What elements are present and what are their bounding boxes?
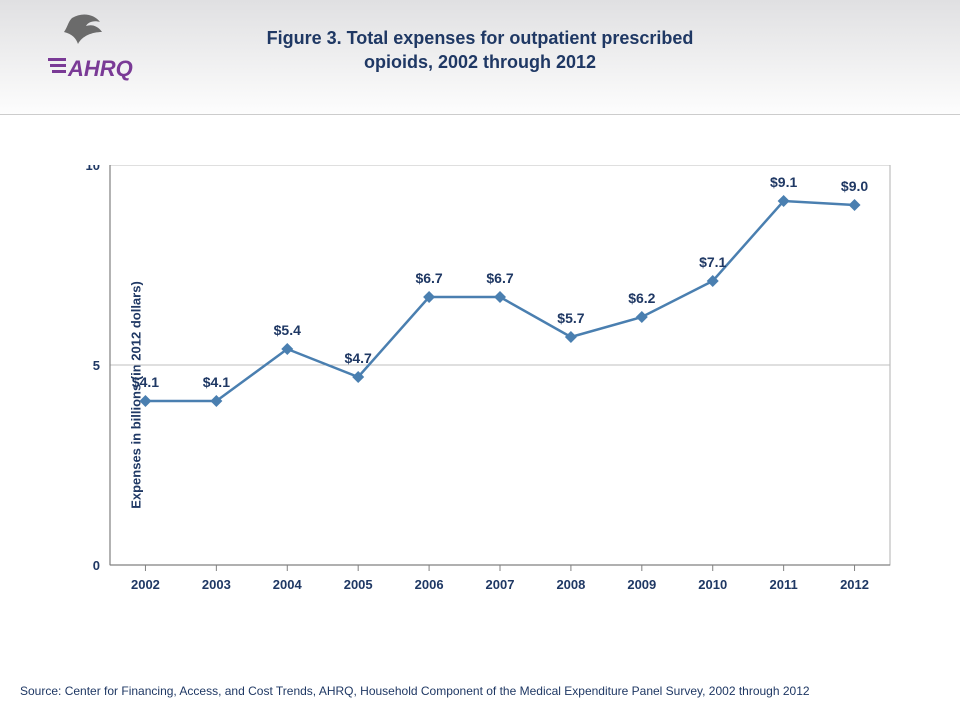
svg-text:$4.1: $4.1 xyxy=(132,374,159,390)
svg-text:$6.7: $6.7 xyxy=(486,270,513,286)
svg-text:$4.1: $4.1 xyxy=(203,374,230,390)
svg-text:$9.1: $9.1 xyxy=(770,174,797,190)
svg-text:$9.0: $9.0 xyxy=(841,178,868,194)
svg-text:2007: 2007 xyxy=(486,577,515,592)
svg-text:10: 10 xyxy=(86,165,100,173)
svg-text:2004: 2004 xyxy=(273,577,303,592)
svg-text:2008: 2008 xyxy=(556,577,585,592)
chart-container: Expenses in billions (in 2012 dollars) 0… xyxy=(60,165,900,625)
svg-text:2006: 2006 xyxy=(415,577,444,592)
svg-text:2005: 2005 xyxy=(344,577,373,592)
svg-text:0: 0 xyxy=(93,558,100,573)
svg-text:2011: 2011 xyxy=(770,577,798,592)
svg-text:5: 5 xyxy=(93,358,100,373)
svg-text:$5.4: $5.4 xyxy=(274,322,301,338)
svg-text:$6.7: $6.7 xyxy=(415,270,442,286)
title-line-2: opioids, 2002 through 2012 xyxy=(364,52,596,72)
svg-text:$6.2: $6.2 xyxy=(628,290,655,306)
line-chart: 0 5 10 2002 2003 2004 2005 2006 2007 2008 2009 2010… xyxy=(60,165,900,625)
svg-text:2009: 2009 xyxy=(627,577,656,592)
figure-title: Figure 3. Total expenses for outpatient … xyxy=(0,26,960,75)
svg-text:$7.1: $7.1 xyxy=(699,254,726,270)
svg-text:2002: 2002 xyxy=(131,577,160,592)
svg-text:$5.7: $5.7 xyxy=(557,310,584,326)
title-line-1: Figure 3. Total expenses for outpatient … xyxy=(267,28,694,48)
svg-text:2010: 2010 xyxy=(698,577,727,592)
source-note: Source: Center for Financing, Access, an… xyxy=(20,684,810,698)
svg-text:2003: 2003 xyxy=(202,577,231,592)
svg-text:2012: 2012 xyxy=(840,577,869,592)
svg-text:$4.7: $4.7 xyxy=(345,350,372,366)
page-root: AHRQ Figure 3. Total expenses for outpat… xyxy=(0,0,960,720)
header: AHRQ Figure 3. Total expenses for outpat… xyxy=(0,0,960,115)
